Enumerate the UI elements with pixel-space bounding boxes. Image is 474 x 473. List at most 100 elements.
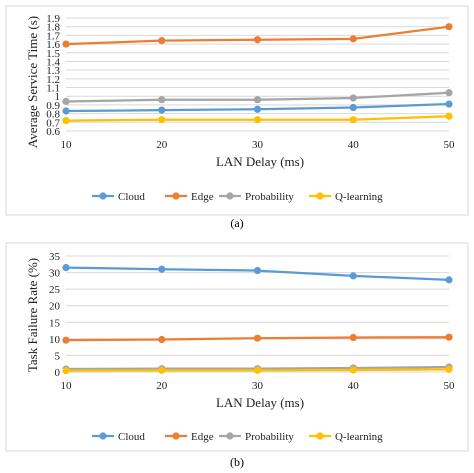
chart-b-point-q-learning — [349, 366, 357, 374]
chart-b-y-tick-label: 30 — [49, 268, 61, 280]
chart-a-point-probability — [158, 96, 166, 104]
chart-b-point-cloud — [62, 264, 70, 272]
chart-b-point-cloud — [253, 266, 262, 275]
chart-b-legend-label-probability: Probability — [245, 431, 294, 443]
chart-a-y-tick-label: 0.7 — [46, 117, 60, 129]
chart-b-y-tick-label: 0 — [55, 367, 61, 379]
chart-b: 0 5 10 15 20 25 30 35 10 20 30 40 50 LAN Delay (ms)… — [5, 242, 469, 452]
chart-a-y-tick-label: 1.6 — [46, 39, 60, 51]
chart-b-y-tick-label: 10 — [49, 334, 61, 346]
chart-a: 0.60.70.80.911.11.21.31.41.51.61.71.81.9… — [5, 5, 469, 216]
chart-b-y-ticks: 0 5 10 15 20 25 30 35 — [49, 251, 61, 379]
chart-b-point-cloud — [158, 265, 166, 273]
chart-b-point-q-learning — [445, 365, 453, 373]
chart-b-point-edge — [253, 334, 262, 342]
chart-a-legend-label-cloud: Cloud — [118, 191, 145, 203]
chart-b-y-tick-label: 35 — [49, 251, 61, 263]
chart-a-point-probability — [445, 89, 453, 97]
chart-b-x-axis-title: LAN Delay (ms) — [216, 395, 304, 410]
chart-b-legend-label-q-learning: Q-learning — [335, 431, 383, 443]
chart-a-x-tick-label: 30 — [252, 139, 264, 151]
chart-a-y-tick-label: 1.7 — [46, 30, 60, 42]
chart-a-point-cloud — [158, 106, 166, 114]
chart-a-y-tick-label: 0.6 — [46, 126, 60, 138]
chart-a-legend: Cloud Edge Probability Q-learning — [92, 191, 383, 203]
chart-a-series — [62, 23, 453, 125]
chart-a-point-cloud — [349, 103, 357, 112]
chart-a-y-tick-label: 1.4 — [46, 56, 60, 68]
chart-b-y-axis-title: Task Failure Rate (%) — [25, 258, 40, 372]
chart-a-legend-swatch-marker-cloud — [99, 192, 107, 200]
chart-b-legend-label-edge: Edge — [191, 431, 214, 443]
chart-a-y-tick-label: 1.1 — [46, 83, 60, 95]
chart-b-x-tick-label: 10 — [61, 380, 73, 392]
chart-b-x-ticks: 10 20 30 40 50 — [61, 380, 456, 392]
chart-b-y-tick-label: 5 — [55, 350, 61, 362]
chart-b-legend-swatch-marker-q-learning — [316, 432, 324, 440]
chart-a-y-ticks: 0.60.70.80.911.11.21.31.41.51.61.71.81.9 — [46, 13, 60, 138]
chart-a-point-q-learning — [445, 112, 453, 120]
chart-a-y-tick-label: 1.8 — [46, 22, 60, 34]
chart-b-legend-swatch-marker-cloud — [99, 432, 107, 440]
chart-a-y-axis-title: Average Service Time (s) — [25, 16, 40, 148]
chart-b-caption: (b) — [230, 455, 244, 469]
chart-a-x-tick-label: 40 — [348, 139, 360, 151]
chart-a-point-probability — [349, 94, 357, 102]
chart-b-point-edge — [349, 333, 357, 342]
chart-a-legend-swatch-marker-edge — [172, 192, 180, 200]
chart-b-series — [62, 264, 453, 375]
chart-b-point-q-learning — [62, 367, 70, 375]
chart-b-legend-label-cloud: Cloud — [118, 431, 145, 443]
chart-b-x-tick-label: 30 — [252, 380, 264, 392]
chart-a-point-edge — [158, 37, 166, 45]
chart-a-point-cloud — [253, 105, 262, 113]
chart-a-y-tick-label: 0.9 — [46, 100, 60, 112]
chart-a-gridlines — [66, 17, 449, 132]
chart-b-frame — [5, 242, 469, 452]
chart-a-x-tick-label: 20 — [156, 139, 168, 151]
chart-a-caption: (a) — [230, 216, 243, 230]
chart-a-frame — [5, 5, 469, 216]
chart-a-point-cloud — [445, 100, 453, 108]
chart-a-y-tick-label: 1 — [55, 91, 61, 103]
chart-b-x-tick-label: 40 — [348, 380, 360, 392]
chart-a-point-q-learning — [349, 116, 357, 124]
chart-a-y-tick-label: 1.2 — [46, 74, 60, 86]
chart-a-y-tick-label: 1.3 — [46, 65, 60, 77]
chart-a-point-q-learning — [158, 116, 166, 124]
chart-b-legend-swatch-marker-probability — [226, 432, 234, 440]
chart-b-point-edge — [445, 333, 453, 341]
chart-a-point-probability — [62, 97, 70, 106]
chart-b-point-edge — [62, 336, 70, 344]
chart-a-point-edge — [445, 23, 453, 31]
chart-a-x-tick-label: 10 — [61, 139, 73, 151]
chart-a-point-edge — [349, 35, 357, 43]
chart-a-y-tick-label: 1.5 — [46, 48, 60, 60]
chart-a-legend-label-probability: Probability — [245, 191, 294, 203]
chart-a-point-edge — [253, 36, 262, 44]
chart-a-legend-label-q-learning: Q-learning — [335, 191, 383, 203]
chart-b-y-tick-label: 20 — [49, 301, 61, 313]
chart-a-legend-label-edge: Edge — [191, 191, 214, 203]
chart-a-point-q-learning — [62, 116, 70, 125]
chart-b-point-cloud — [349, 272, 357, 280]
chart-b-x-tick-label: 20 — [156, 380, 168, 392]
chart-b-legend-swatch-marker-edge — [172, 432, 180, 440]
chart-b-point-q-learning — [253, 366, 262, 374]
chart-a-x-ticks: 10 20 30 40 50 — [61, 139, 456, 151]
chart-a-legend-swatch-marker-probability — [226, 192, 234, 200]
chart-b-y-tick-label: 25 — [49, 284, 61, 296]
chart-b-y-tick-label: 15 — [49, 317, 61, 329]
chart-a-point-probability — [253, 96, 262, 104]
chart-b-point-cloud — [445, 276, 453, 284]
chart-a-y-tick-label: 0.8 — [46, 109, 60, 121]
chart-a-point-q-learning — [253, 116, 262, 124]
chart-a-point-edge — [62, 40, 70, 48]
chart-b-x-tick-label: 50 — [444, 380, 456, 392]
chart-b-legend: Cloud Edge Probability Q-learning — [92, 431, 383, 443]
chart-a-point-cloud — [62, 107, 70, 115]
chart-a-y-tick-label: 1.9 — [46, 13, 60, 25]
chart-a-x-axis-title: LAN Delay (ms) — [216, 154, 304, 169]
chart-b-point-q-learning — [158, 366, 166, 374]
